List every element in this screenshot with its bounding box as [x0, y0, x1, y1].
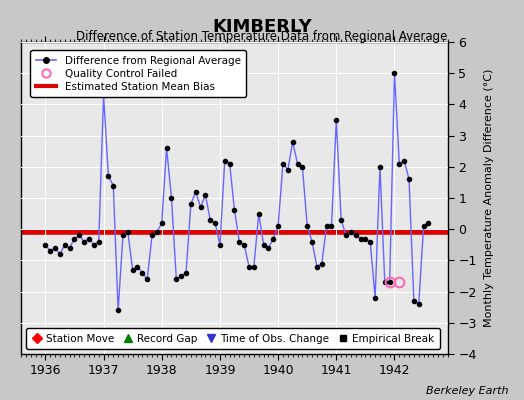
Legend: Station Move, Record Gap, Time of Obs. Change, Empirical Break: Station Move, Record Gap, Time of Obs. C…	[26, 328, 440, 349]
Text: KIMBERLY: KIMBERLY	[212, 18, 312, 36]
Text: Berkeley Earth: Berkeley Earth	[426, 386, 508, 396]
Text: Difference of Station Temperature Data from Regional Average: Difference of Station Temperature Data f…	[77, 30, 447, 43]
Y-axis label: Monthly Temperature Anomaly Difference (°C): Monthly Temperature Anomaly Difference (…	[484, 69, 494, 327]
